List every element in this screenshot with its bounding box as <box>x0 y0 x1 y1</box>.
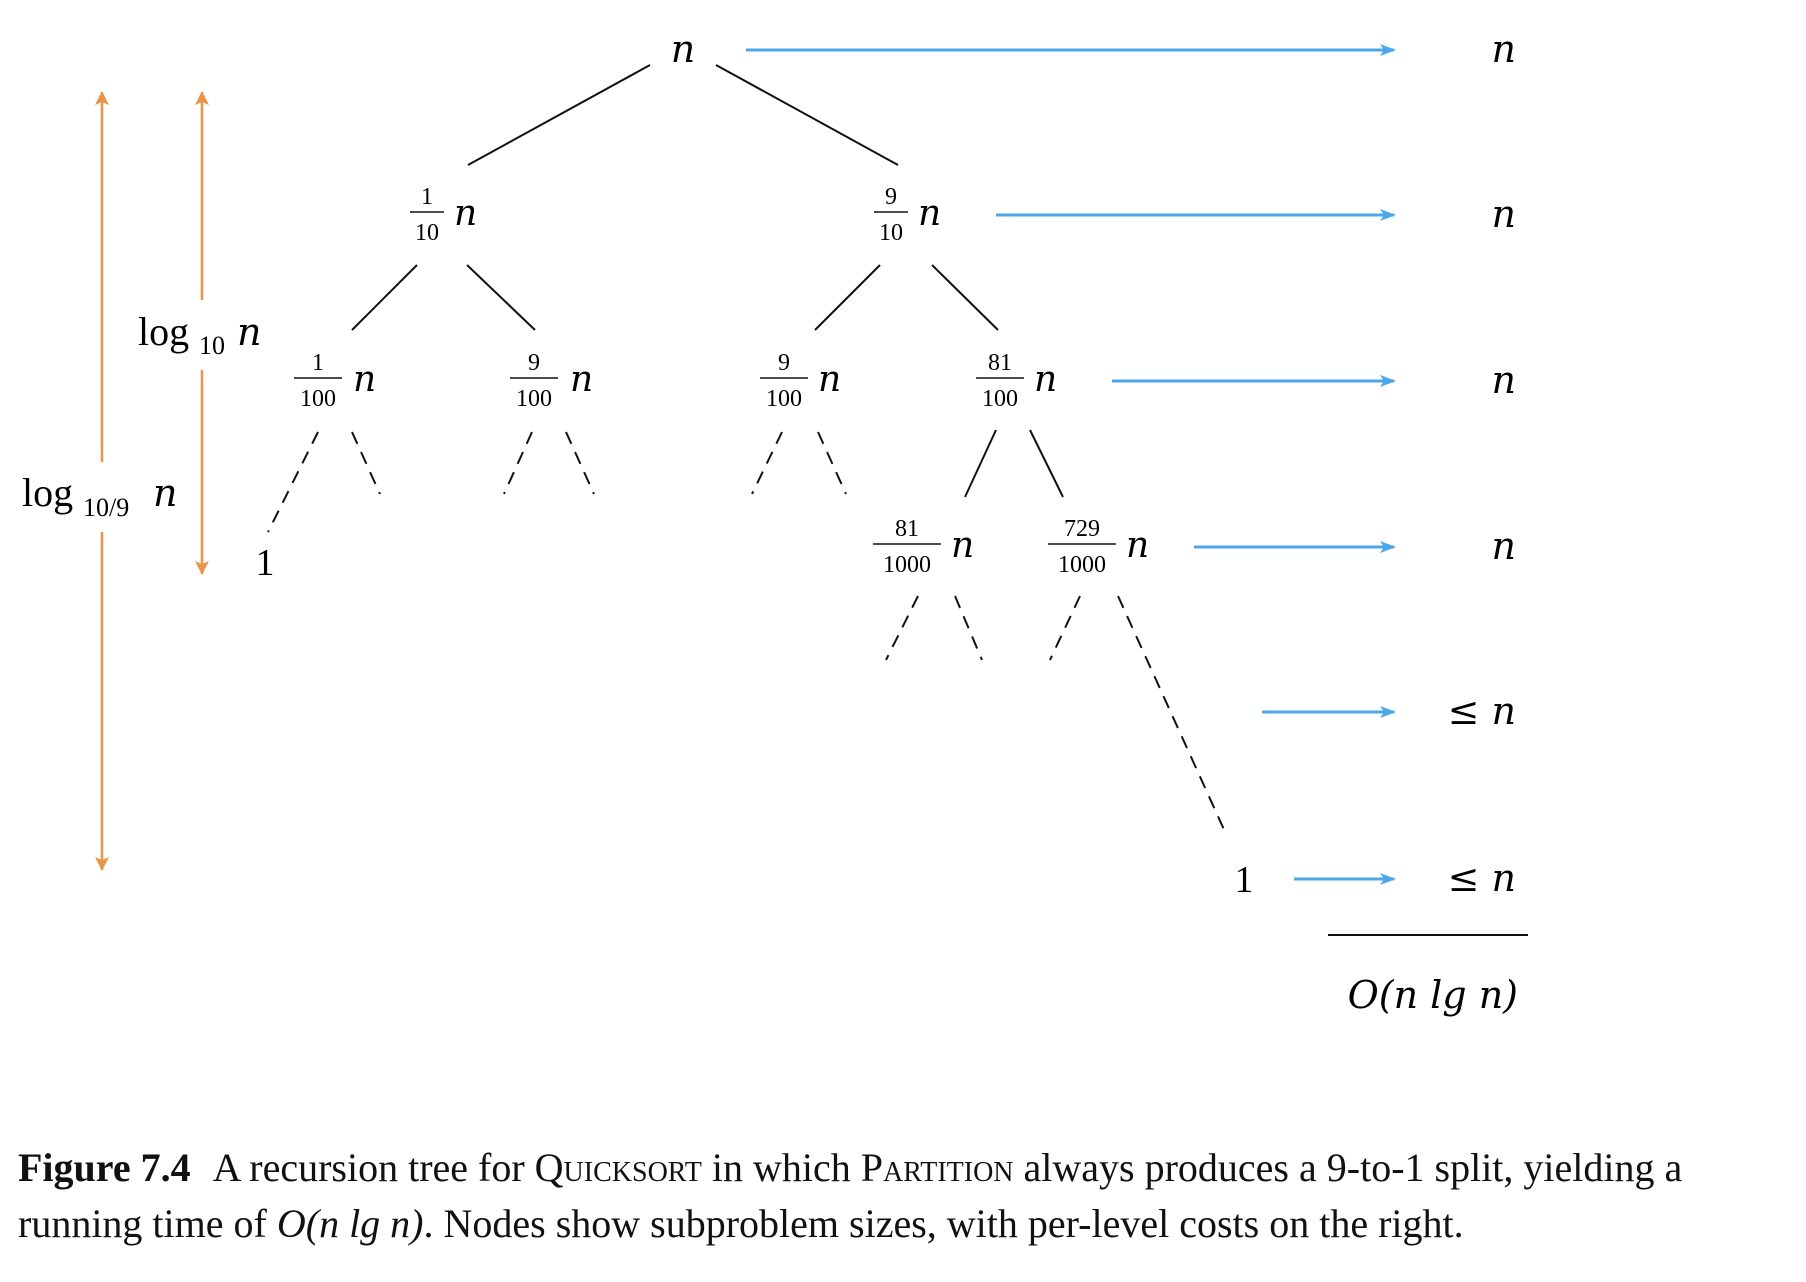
level-cost: n <box>1492 524 1516 568</box>
edge-l1b-left <box>814 264 881 331</box>
frac-num: 9 <box>778 350 790 376</box>
frac-num: 1 <box>421 184 433 210</box>
edge-l1b-right <box>931 264 999 331</box>
edge-leaf-path <box>267 431 319 533</box>
level-cost-arrows <box>746 44 1396 885</box>
frac-num: 81 <box>895 516 919 542</box>
log-var: n <box>237 310 261 354</box>
node-l2-d: 81 100 n <box>976 350 1057 412</box>
caption-text: . Nodes show subproblem sizes, with per-… <box>423 1201 1464 1246</box>
node-var: n <box>1034 359 1057 400</box>
node-var: n <box>918 193 941 234</box>
root-node: n <box>671 27 695 71</box>
node-var: n <box>818 359 841 400</box>
node-var: n <box>570 359 593 400</box>
caption-label: Figure 7.4 <box>18 1145 191 1190</box>
leaf-right: 1 <box>1235 859 1254 901</box>
caption-partition: Partition <box>860 1145 1014 1190</box>
caption-quicksort: Quicksort <box>534 1145 702 1190</box>
log-text: log <box>22 470 73 515</box>
level-cost: n <box>1492 27 1516 71</box>
log-sub: 10 <box>199 331 225 360</box>
caption-math: O(n lg n) <box>276 1201 424 1246</box>
caption-text: A recursion tree for <box>212 1145 535 1190</box>
node-var: n <box>1126 525 1149 566</box>
edge-l2d-left <box>964 429 997 498</box>
frac-den: 100 <box>300 386 336 412</box>
edge-stub <box>817 431 847 495</box>
depth-short-label: log 10 n <box>138 309 261 360</box>
frac-num: 729 <box>1064 516 1100 542</box>
caption-text: always produces a 9-to-1 split, yielding… <box>18 1145 1683 1246</box>
node-var: n <box>353 359 376 400</box>
level-cost: n <box>1492 192 1516 236</box>
recursion-tree-diagram: n 1 10 n 9 10 n 1 100 n 9 100 n 9 100 n … <box>22 27 1528 1017</box>
level-cost: ≤ n <box>1448 856 1516 900</box>
edge-stub <box>351 431 381 495</box>
tree-edges <box>351 64 1064 498</box>
level-cost: n <box>1492 358 1516 402</box>
tree-edges-dashed <box>267 431 1227 835</box>
frac-den: 10 <box>879 220 903 246</box>
edge-l1a-right <box>466 264 536 331</box>
edge-stub <box>954 595 983 661</box>
edge-root-left <box>467 64 651 166</box>
figure-caption: Figure 7.4 A recursion tree for Quicksort… <box>18 1140 1788 1252</box>
node-l2-b: 9 100 n <box>510 350 593 412</box>
node-l3-a: 81 1000 n <box>873 516 974 578</box>
log-var: n <box>153 471 177 515</box>
edge-stub <box>1049 595 1081 661</box>
level-cost: ≤ n <box>1448 689 1516 733</box>
node-l1-a: 1 10 n <box>410 184 477 246</box>
frac-den: 100 <box>516 386 552 412</box>
node-var: n <box>454 193 477 234</box>
frac-num: 1 <box>312 350 324 376</box>
frac-den: 100 <box>766 386 802 412</box>
log-sub: 10/9 <box>83 493 129 522</box>
frac-den: 100 <box>982 386 1018 412</box>
caption-text: in which <box>701 1145 861 1190</box>
edge-stub <box>885 595 919 661</box>
edge-stub <box>503 431 533 495</box>
frac-num: 9 <box>885 184 897 210</box>
node-l2-a: 1 100 n <box>294 350 376 412</box>
frac-num: 9 <box>528 350 540 376</box>
node-l2-c: 9 100 n <box>760 350 841 412</box>
edge-l1a-left <box>351 264 418 331</box>
edge-long-path <box>1117 595 1227 835</box>
edge-l2d-right <box>1029 429 1064 498</box>
node-var: n <box>951 525 974 566</box>
level-costs: n n n n ≤ n ≤ n <box>1448 27 1516 900</box>
leaf-left: 1 <box>256 542 275 584</box>
frac-den: 1000 <box>1058 552 1106 578</box>
total-cost: O(n lg n) <box>1348 973 1518 1017</box>
log-text: log <box>138 309 189 354</box>
depth-long-label: log 10/9 n <box>22 470 177 522</box>
frac-num: 81 <box>988 350 1012 376</box>
node-l3-b: 729 1000 n <box>1048 516 1149 578</box>
edge-stub <box>751 431 783 495</box>
frac-den: 10 <box>415 220 439 246</box>
edge-stub <box>565 431 595 495</box>
node-l1-b: 9 10 n <box>874 184 941 246</box>
frac-den: 1000 <box>883 552 931 578</box>
edge-root-right <box>715 64 899 166</box>
